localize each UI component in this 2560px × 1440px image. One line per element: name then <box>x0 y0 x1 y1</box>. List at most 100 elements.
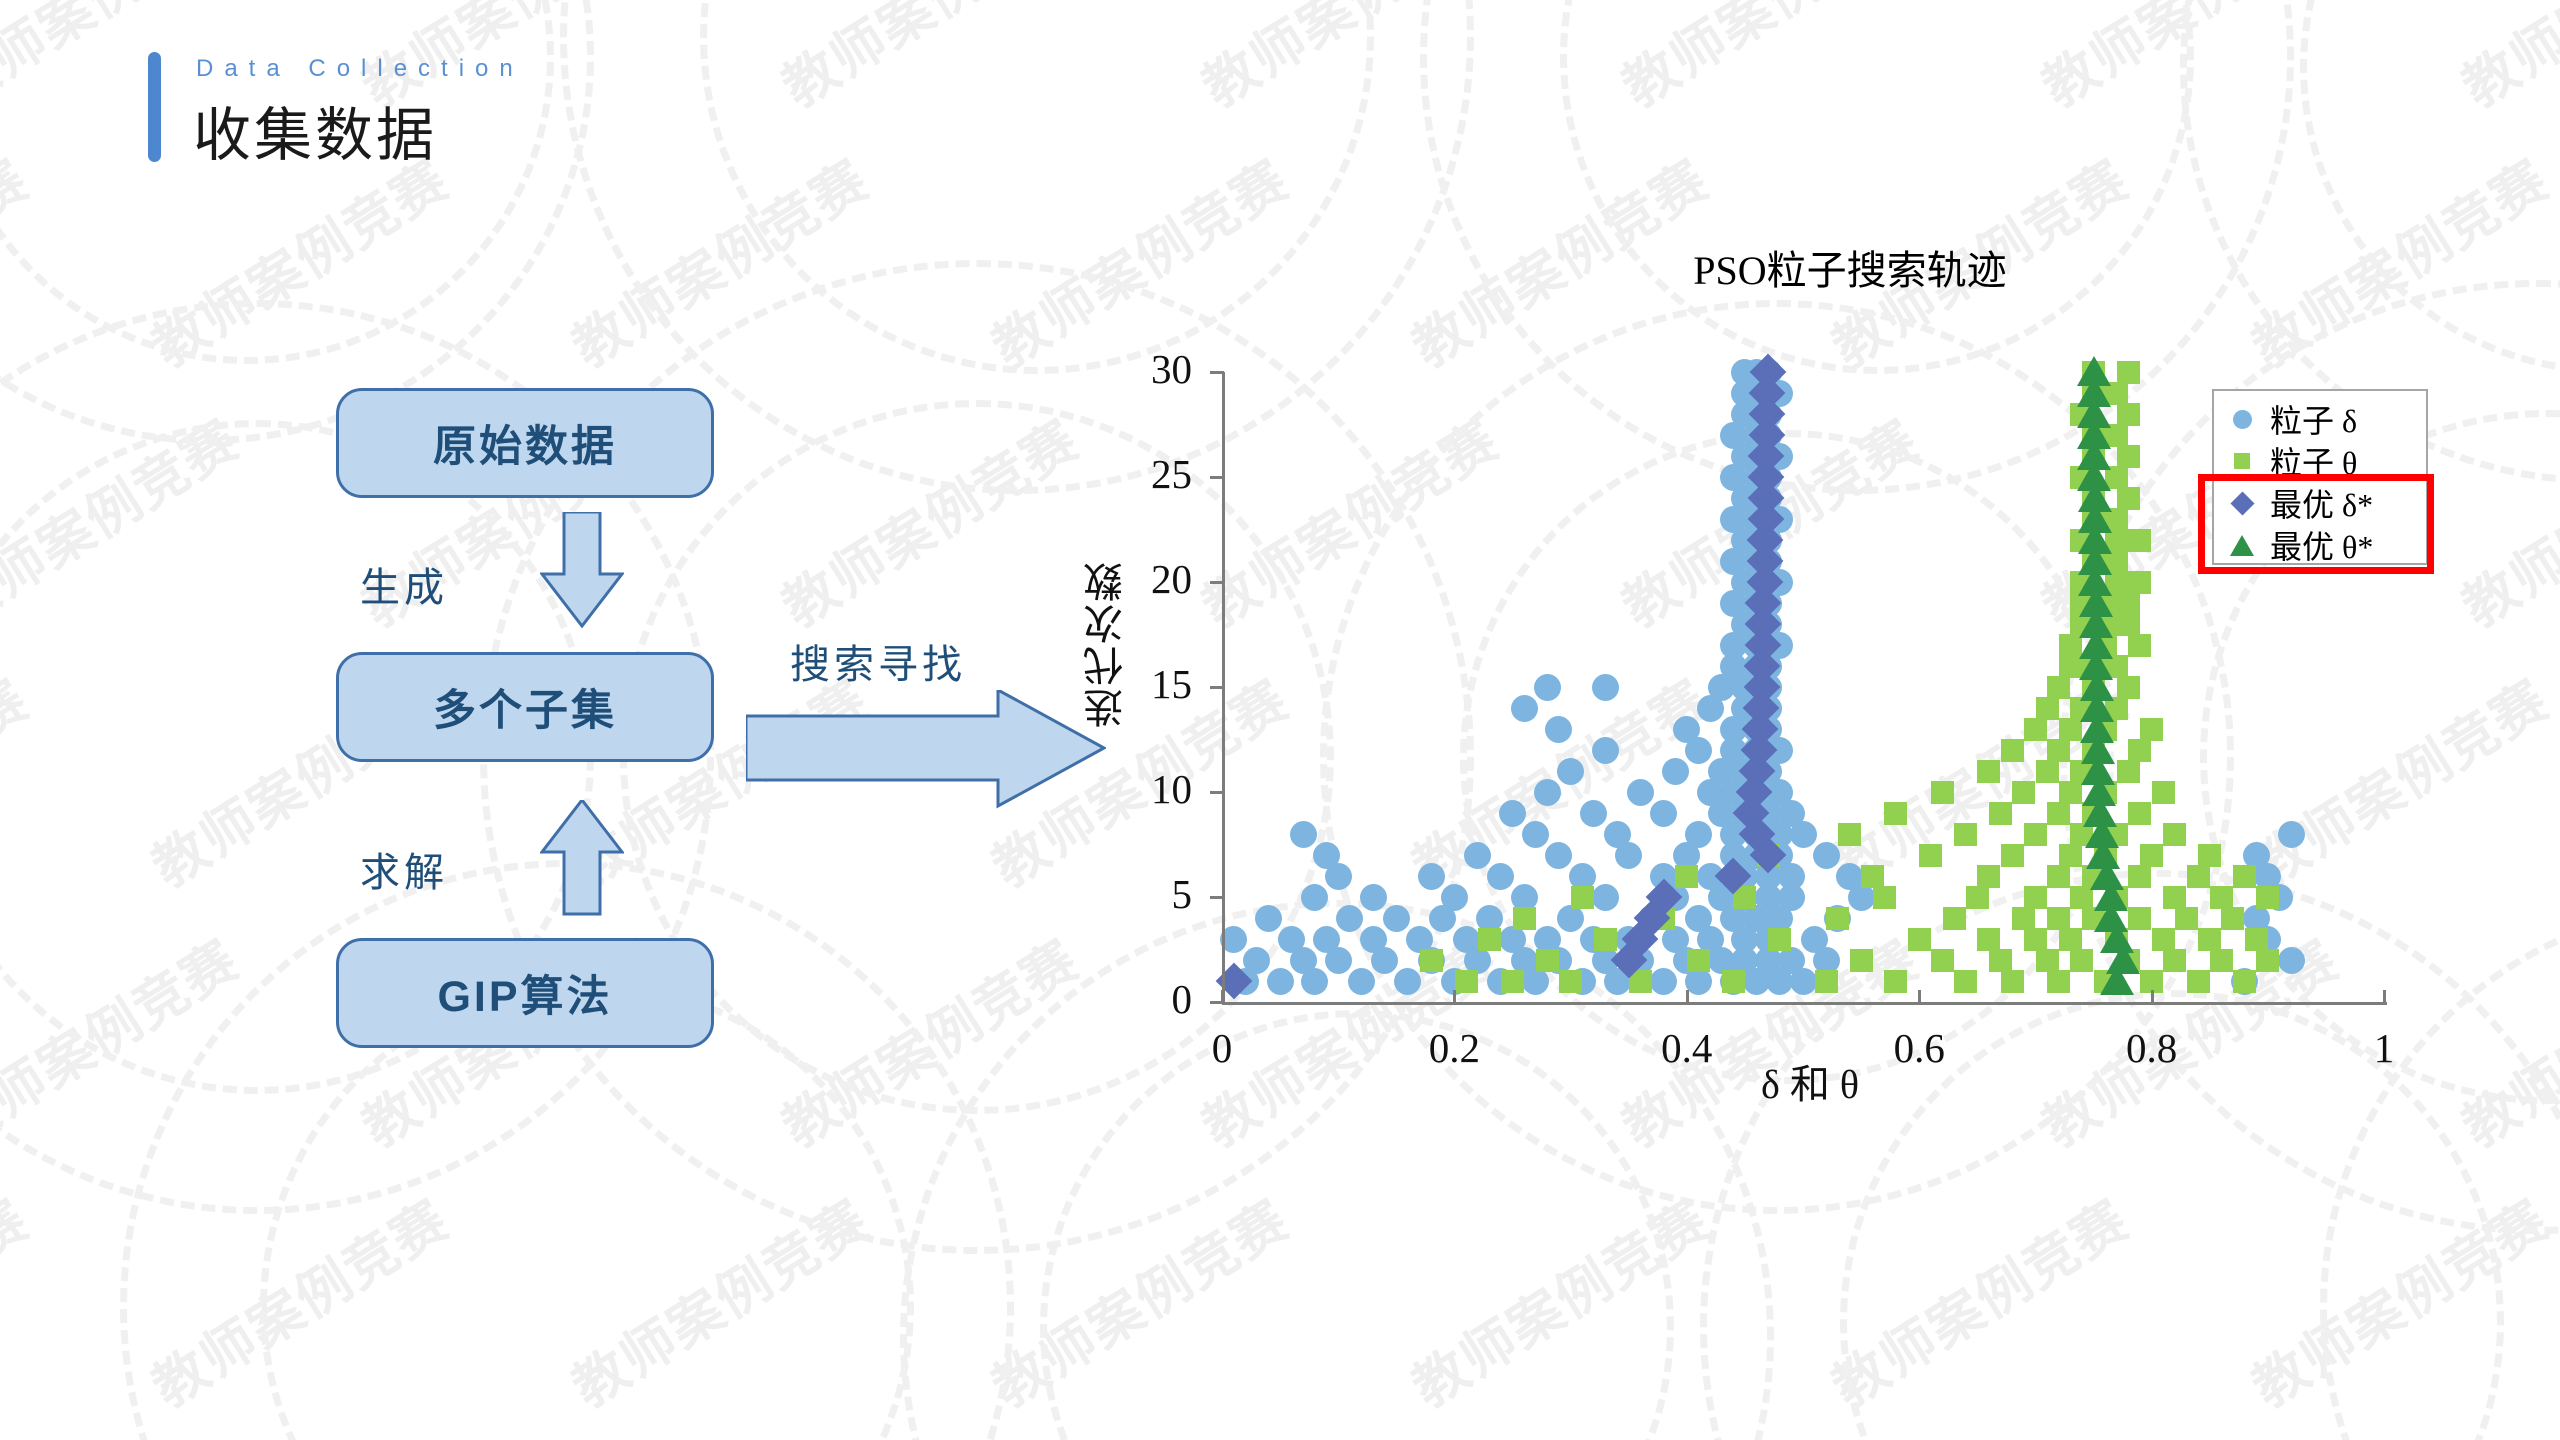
y-axis-tick-label: 5 <box>1171 871 1193 917</box>
scatter-point-particle-theta <box>1907 927 1931 951</box>
scatter-point-particle-theta <box>1884 801 1908 825</box>
scatter-point-particle-theta <box>1501 969 1524 993</box>
scatter-point-best-theta <box>2076 356 2111 386</box>
flow-box-gip-algorithm[interactable]: GIP算法 <box>336 938 714 1048</box>
scatter-point-particle-theta <box>1477 927 1501 951</box>
scatter-point-particle-delta <box>1661 757 1689 785</box>
scatter-point-particle-delta <box>1417 862 1445 890</box>
scatter-point-particle-delta <box>2242 841 2270 869</box>
scatter-point-particle-theta <box>1977 759 2001 783</box>
legend-item[interactable]: 粒子 θ <box>2214 439 2430 483</box>
y-axis-tick <box>1210 686 1224 689</box>
flow-label-search: 搜索寻找 <box>790 642 966 687</box>
scatter-point-particle-delta <box>1580 799 1608 827</box>
scatter-point-particle-theta <box>2221 906 2245 930</box>
scatter-point-particle-delta <box>1650 799 1678 827</box>
x-axis-tick <box>2150 990 2154 1004</box>
scatter-point-particle-theta <box>2128 528 2152 552</box>
legend-marker-square-icon <box>2214 453 2270 469</box>
scatter-point-particle-theta <box>2047 969 2071 993</box>
scatter-point-particle-theta <box>1570 885 1594 909</box>
x-axis-tick <box>1918 990 1922 1004</box>
y-axis-tick <box>1210 791 1224 794</box>
scatter-point-particle-theta <box>2116 360 2140 384</box>
scatter-point-particle-theta <box>2128 633 2152 657</box>
scatter-point-particle-theta <box>2128 738 2152 762</box>
scatter-point-particle-theta <box>2047 675 2071 699</box>
scatter-point-particle-theta <box>1837 822 1861 846</box>
scatter-point-particle-delta <box>1359 883 1387 911</box>
scatter-point-particle-delta <box>1533 925 1561 953</box>
scatter-point-particle-theta <box>1849 948 1873 972</box>
scatter-point-particle-delta <box>1394 967 1422 995</box>
scatter-point-particle-delta <box>1591 736 1619 764</box>
legend-item[interactable]: 最优 θ* <box>2214 523 2430 567</box>
watermark-text: 教师案例竞赛 <box>2242 1189 2560 1419</box>
header-eyebrow: Data Collection <box>196 55 524 82</box>
scatter-point-particle-theta <box>2023 717 2047 741</box>
scatter-point-particle-delta <box>1801 925 1829 953</box>
scatter-point-particle-theta <box>2244 927 2268 951</box>
scatter-point-particle-delta <box>1650 967 1678 995</box>
scatter-point-particle-theta <box>2233 969 2257 993</box>
scatter-point-particle-theta <box>2023 885 2047 909</box>
scatter-point-particle-theta <box>1454 969 1478 993</box>
chart-legend[interactable]: 粒子 δ 粒子 θ 最优 δ* 最优 θ* <box>2212 389 2428 565</box>
scatter-point-particle-delta <box>1591 883 1619 911</box>
scatter-point-particle-delta <box>1522 820 1550 848</box>
scatter-point-particle-theta <box>2256 948 2280 972</box>
scatter-point-particle-delta <box>1406 925 1434 953</box>
scatter-point-particle-delta <box>1557 757 1585 785</box>
scatter-point-particle-theta <box>1686 948 1710 972</box>
watermark-text: 教师案例竞赛 <box>0 929 250 1159</box>
watermark-text: 教师案例竞赛 <box>772 409 1090 639</box>
scatter-point-particle-theta <box>2233 864 2257 888</box>
scatter-point-particle-delta <box>1499 799 1526 827</box>
scatter-point-particle-theta <box>1965 885 1989 909</box>
scatter-point-particle-theta <box>2198 843 2222 867</box>
scatter-point-particle-delta <box>1347 967 1375 995</box>
scatter-point-particle-delta <box>1812 841 1840 869</box>
scatter-point-particle-delta <box>1591 673 1619 701</box>
scatter-point-particle-theta <box>2163 885 2187 909</box>
x-axis-tick-label: 0.4 <box>1661 1025 1713 1071</box>
scatter-point-particle-delta <box>1533 673 1561 701</box>
scatter-point-particle-theta <box>1675 864 1699 888</box>
scatter-point-particle-delta <box>1359 925 1387 953</box>
scatter-point-particle-theta <box>1721 969 1745 993</box>
scatter-point-particle-theta <box>2174 906 2198 930</box>
scatter-point-particle-delta <box>1684 820 1712 848</box>
scatter-point-particle-theta <box>2035 696 2059 720</box>
watermark-text: 教师案例竞赛 <box>2452 929 2560 1159</box>
legend-item[interactable]: 粒子 δ <box>2214 397 2430 441</box>
y-axis-tick <box>1210 896 1224 899</box>
scatter-point-particle-delta <box>1557 904 1585 932</box>
scatter-point-particle-theta <box>1419 948 1443 972</box>
legend-marker-circle-icon <box>2214 409 2270 429</box>
watermark-text: 教师案例竞赛 <box>2032 0 2350 119</box>
scatter-point-particle-theta <box>1942 906 1966 930</box>
watermark-text: 教师案例竞赛 <box>0 669 40 899</box>
scatter-point-particle-theta <box>2000 843 2024 867</box>
scatter-point-particle-delta <box>1464 841 1492 869</box>
watermark-text: 教师案例竞赛 <box>142 149 460 379</box>
watermark-arc <box>1560 0 2194 374</box>
scatter-point-particle-theta <box>2140 717 2164 741</box>
y-axis-tick-label: 15 <box>1151 661 1192 707</box>
scatter-point-particle-theta <box>1559 969 1583 993</box>
scatter-point-particle-theta <box>2163 822 2187 846</box>
scatter-point-particle-theta <box>1977 927 2001 951</box>
scatter-point-particle-theta <box>1628 969 1652 993</box>
y-axis-tick <box>1210 476 1224 479</box>
flow-box-raw-data[interactable]: 原始数据 <box>336 388 714 498</box>
scatter-point-particle-theta <box>2186 864 2210 888</box>
scatter-point-particle-theta <box>1919 843 1943 867</box>
flow-box-subsets[interactable]: 多个子集 <box>336 652 714 762</box>
scatter-point-particle-theta <box>2000 738 2024 762</box>
legend-label: 最优 δ* <box>2270 487 2374 523</box>
scatter-point-particle-theta <box>2128 801 2152 825</box>
scatter-point-particle-theta <box>1826 906 1850 930</box>
legend-item[interactable]: 最优 δ* <box>2214 481 2430 525</box>
y-axis-tick-label: 20 <box>1151 556 1192 602</box>
scatter-point-particle-theta <box>2116 612 2140 636</box>
